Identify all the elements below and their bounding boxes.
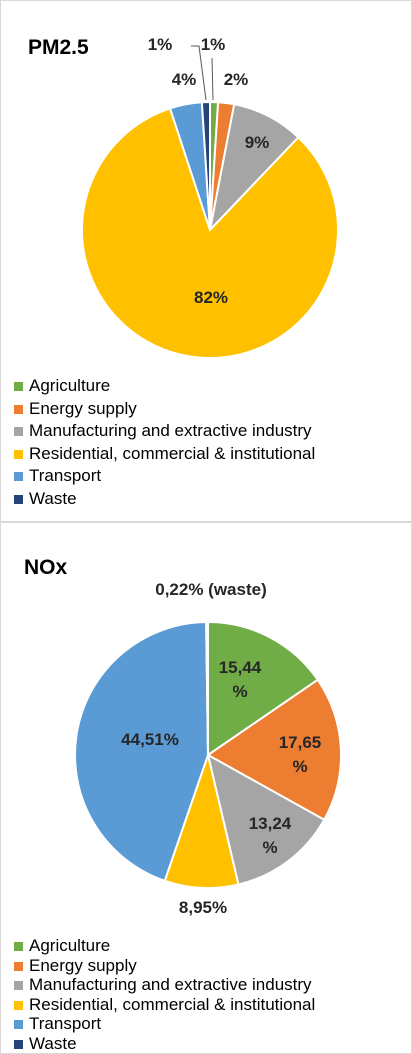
legend-item: Residential, commercial & institutional [14,995,315,1015]
legend-item: Manufacturing and extractive industry [14,421,312,441]
legend-swatch [14,427,23,437]
legend-label: Residential, commercial & institutional [29,443,316,463]
legend-swatch [14,961,23,971]
legend-label: Transport [29,466,102,485]
data-label: 9% [244,133,270,152]
leader-line [211,57,214,101]
pie-slice [205,620,209,756]
legend-item: Residential, commercial & institutional [14,444,315,464]
legend-label: Agriculture [29,376,111,395]
legend-item: Manufacturing and extractive industry [14,975,312,995]
data-label: 44,51% [121,730,179,749]
legend-swatch [14,1039,23,1049]
legend-swatch [14,1020,23,1030]
legend-swatch [14,942,23,952]
legend-item: Waste [14,1034,77,1054]
data-label: 15,44 % [218,658,262,701]
legend-label: Waste [29,1033,77,1053]
pie-slice [74,620,210,883]
legend-label: Energy supply [29,955,137,975]
legend-label: Energy supply [29,398,137,418]
legend-label: Transport [29,1014,102,1033]
pie-slice [206,753,326,886]
data-label: 82% [193,288,229,307]
legend-label: Agriculture [29,936,111,955]
legend-label: Waste [29,488,77,508]
chart-title: NOx [24,556,68,579]
legend-swatch [14,472,23,482]
legend-swatch [14,449,23,459]
legend-item: Agriculture [14,936,110,956]
legend-swatch [14,981,23,991]
legend-label: Manufacturing and extractive industry [29,421,312,440]
data-label: 2% [223,70,249,89]
legend-item: Agriculture [14,376,110,396]
data-label: 1% [147,35,173,54]
legend-swatch [14,494,23,504]
data-label: 4% [171,70,197,89]
legend-label: Residential, commercial & institutional [29,994,316,1014]
chart-title: PM2.5 [28,36,89,59]
data-label: 8,95% [178,898,228,917]
legend-item: Waste [14,489,77,509]
pie-slice [81,107,339,359]
pie-slice [206,678,342,822]
legend-item: Transport [14,1014,101,1034]
legend-item: Energy supply [14,399,137,419]
legend-swatch [14,382,23,392]
pie-slice [200,100,211,231]
pie-slice [207,620,320,757]
leader-line [191,45,207,101]
legend-item: Transport [14,466,101,486]
data-label: 0,22% (waste) [155,580,267,599]
legend-swatch [14,1000,23,1010]
data-label: 13,24 % [248,814,292,857]
legend-item: Energy supply [14,956,137,976]
data-label: 17,65 % [278,733,322,776]
legend-swatch [14,404,23,414]
data-label: 1% [200,35,226,54]
legend-label: Manufacturing and extractive industry [29,975,312,994]
